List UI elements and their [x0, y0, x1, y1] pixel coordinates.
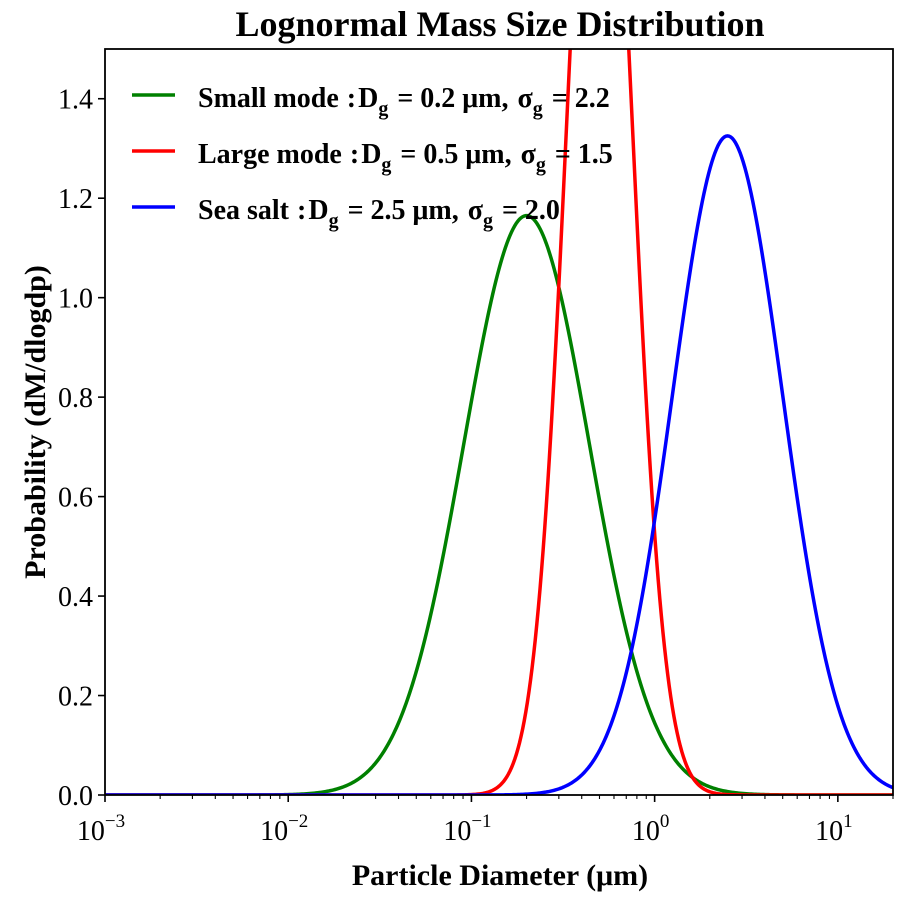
legend-item-1: Large mode:Dg = 0.5 μm, σg = 1.5: [132, 139, 613, 176]
y-axis: 0.0 0.2 0.4 0.6 0.8 1.0 1.2 1.4: [58, 85, 105, 812]
y-tick-label: 1.4: [58, 85, 93, 116]
x-tick-label: 100: [632, 811, 670, 847]
series-line-1: [105, 49, 893, 795]
legend-label: Sea salt:Dg = 2.5 μm, σg = 2.0: [198, 195, 560, 232]
plot-frame: [104, 48, 894, 796]
curves-layer: [105, 49, 893, 795]
legend-label: Large mode:Dg = 0.5 μm, σg = 1.5: [198, 139, 613, 176]
chart-title: Lognormal Mass Size Distribution: [235, 4, 764, 44]
y-tick-label: 0.4: [58, 582, 93, 613]
y-tick-label: 0.6: [58, 483, 93, 514]
legend-label: Small mode:Dg = 0.2 μm, σg = 2.2: [198, 83, 610, 120]
legend: Small mode:Dg = 0.2 μm, σg = 2.2 Large mode:…: [132, 83, 613, 232]
x-axis-label: Particle Diameter (μm): [352, 859, 648, 892]
x-tick-label: 101: [815, 811, 853, 847]
x-tick-label: 10−1: [443, 811, 491, 847]
legend-item-0: Small mode:Dg = 0.2 μm, σg = 2.2: [132, 83, 610, 120]
x-axis: 10−3 10−2 10−1 100 101: [77, 795, 894, 847]
x-tick-label: 10−2: [260, 811, 308, 847]
legend-item-2: Sea salt:Dg = 2.5 μm, σg = 2.0: [132, 195, 560, 232]
series-line-0: [105, 213, 893, 795]
y-tick-label: 0.0: [58, 781, 93, 812]
series-line-2: [105, 134, 893, 795]
y-tick-label: 0.2: [58, 682, 93, 713]
y-tick-label: 1.2: [58, 184, 93, 215]
y-tick-label: 1.0: [58, 284, 93, 315]
x-tick-label: 10−3: [77, 811, 125, 847]
y-axis-label: Probability (dM/dlogdp): [19, 265, 52, 579]
y-tick-label: 0.8: [58, 383, 93, 414]
